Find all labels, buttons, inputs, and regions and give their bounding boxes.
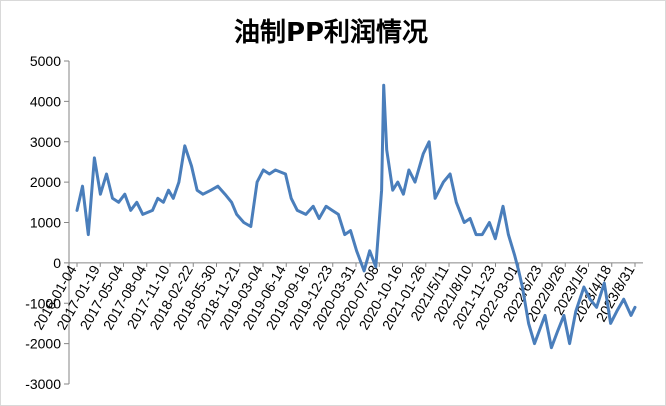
chart-title: 油制PP利润情况 bbox=[234, 17, 428, 48]
y-tick-label: 0 bbox=[53, 255, 61, 271]
y-tick-label: 3000 bbox=[30, 134, 61, 150]
y-tick-label: 4000 bbox=[30, 93, 61, 109]
y-tick-label: -3000 bbox=[25, 376, 61, 392]
y-tick-label: -1000 bbox=[25, 295, 61, 311]
y-axis bbox=[64, 60, 70, 385]
y-tick-label: 5000 bbox=[30, 53, 61, 69]
y-tick-label: 1000 bbox=[30, 215, 61, 231]
series-line bbox=[75, 83, 637, 350]
x-axis bbox=[69, 262, 643, 267]
y-tick-label: 2000 bbox=[30, 174, 61, 190]
y-tick-label: -2000 bbox=[25, 336, 61, 352]
series-layer bbox=[75, 83, 637, 350]
y-tick-labels: -3000 -2000 -1000 0 1000 2000 3000 4000 5000 bbox=[25, 53, 61, 392]
